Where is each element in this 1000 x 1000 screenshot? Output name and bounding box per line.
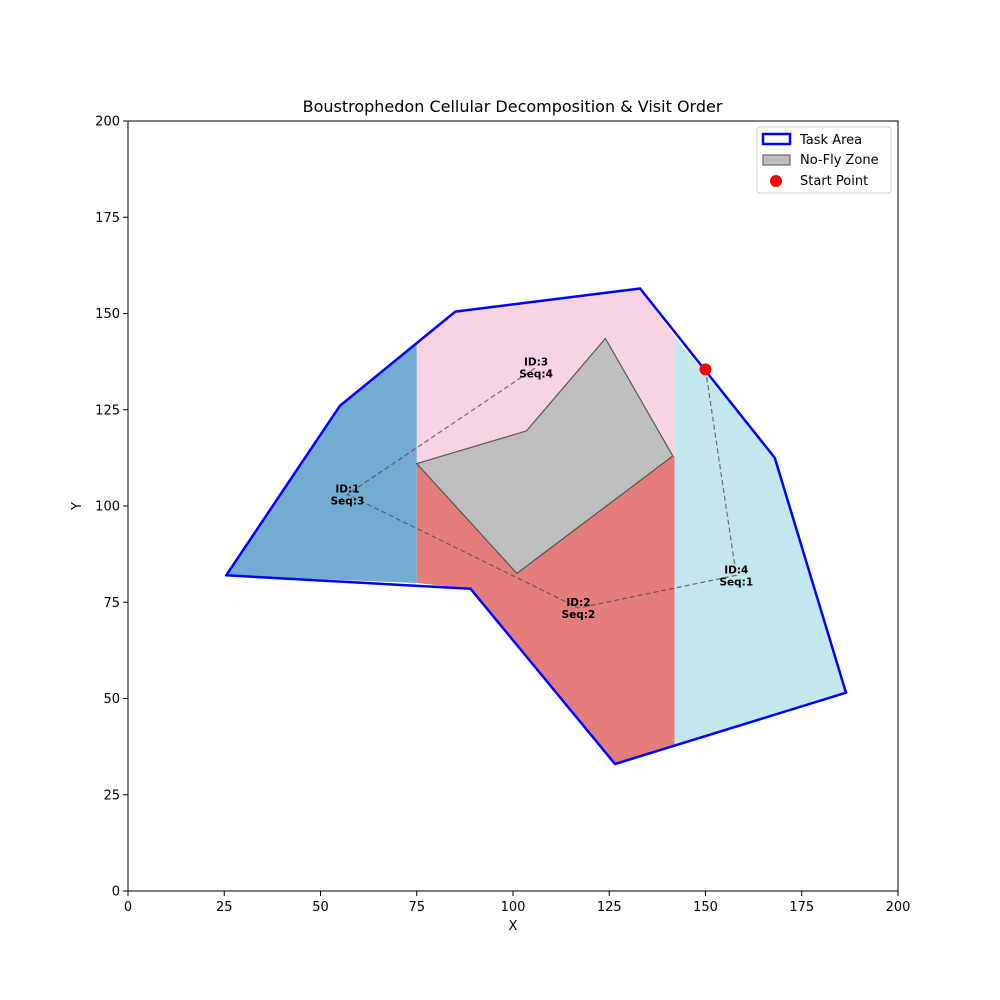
y-tick-label: 0 xyxy=(112,885,120,900)
x-axis-title: X xyxy=(509,919,518,934)
cell-4-id-label: ID:4 xyxy=(724,564,748,576)
cell-4-seq-label: Seq:1 xyxy=(719,576,753,588)
x-tick-label: 50 xyxy=(312,900,329,915)
y-axis-title: Y xyxy=(70,502,85,511)
cell-2-region xyxy=(416,456,675,764)
legend-task-area-swatch xyxy=(761,132,792,146)
x-tick-label: 0 xyxy=(124,900,132,915)
x-tick-label: 75 xyxy=(408,900,425,915)
legend-task-area-label: Task Area xyxy=(799,133,862,148)
cell-2-id-label: ID:2 xyxy=(566,597,590,609)
chart-title: Boustrophedon Cellular Decomposition & V… xyxy=(303,97,723,116)
legend: Task Area No-Fly Zone Start Point xyxy=(756,126,892,194)
x-tick-label: 25 xyxy=(216,900,233,915)
cell-3-seq-label: Seq:4 xyxy=(519,368,553,380)
x-tick-label: 125 xyxy=(597,900,622,915)
y-tick-label: 175 xyxy=(95,211,120,226)
cell-4-region xyxy=(674,336,846,745)
axes: 0 25 50 75 100 125 150 175 200 0 25 50 75 100 125 150 17… xyxy=(95,115,910,916)
cell-1-region xyxy=(226,344,417,583)
legend-no-fly-zone-label: No-Fly Zone xyxy=(800,153,879,168)
x-tick-label: 200 xyxy=(886,900,911,915)
y-tick-label: 100 xyxy=(95,500,120,515)
cell-3-region xyxy=(416,288,675,464)
x-tick-label: 150 xyxy=(693,900,718,915)
cell-1-id-label: ID:1 xyxy=(335,483,359,495)
y-tick-label: 75 xyxy=(103,596,120,611)
cell-3-id-label: ID:3 xyxy=(524,356,548,368)
x-tick-label: 175 xyxy=(789,900,814,915)
start-point-marker xyxy=(699,363,712,376)
visit-path xyxy=(346,366,737,609)
x-tick-label: 100 xyxy=(501,900,526,915)
no-fly-zone xyxy=(415,337,674,575)
legend-start-point-marker xyxy=(770,175,782,187)
legend-no-fly-zone-swatch xyxy=(762,154,791,166)
legend-start-point-label: Start Point xyxy=(800,174,868,189)
y-tick-label: 200 xyxy=(95,115,120,130)
y-tick-label: 125 xyxy=(95,403,120,418)
y-tick-label: 150 xyxy=(95,307,120,322)
y-tick-label: 50 xyxy=(103,692,120,707)
cell-1-seq-label: Seq:3 xyxy=(331,495,365,507)
y-tick-label: 25 xyxy=(103,788,120,803)
cell-2-seq-label: Seq:2 xyxy=(562,609,596,621)
task-area-boundary xyxy=(224,287,848,766)
